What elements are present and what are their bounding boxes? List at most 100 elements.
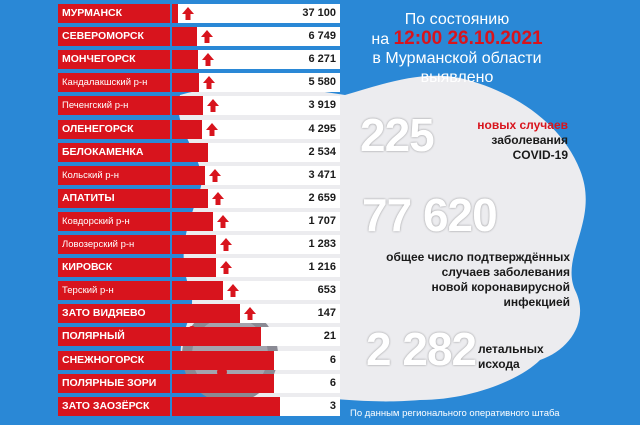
arrow-up-icon	[202, 53, 214, 67]
deaths-label-2: исхода	[478, 357, 520, 371]
district-row: Кандалакшский р-н 5 580	[58, 73, 340, 93]
district-value: 1 216	[308, 261, 336, 274]
arrow-up-icon	[220, 261, 232, 275]
total-cases-value: 77 620	[362, 189, 498, 241]
district-name: ЗАТО ЗАОЗЁРСК	[58, 396, 170, 416]
district-bar: 653	[172, 281, 340, 301]
district-name: МУРМАНСК	[58, 4, 170, 23]
district-row: ПОЛЯРНЫЕ ЗОРИ 6	[58, 373, 340, 393]
district-value: 21	[323, 330, 336, 343]
district-row: СНЕЖНОГОРСК 6	[58, 350, 340, 370]
district-bar: 21	[172, 327, 340, 347]
total-label-2: случаев заболевания	[441, 265, 570, 279]
district-value: 3 919	[308, 99, 336, 112]
district-name: ПОЛЯРНЫЙ	[58, 327, 170, 347]
district-name: КИРОВСК	[58, 258, 170, 278]
district-name: Ловозерский р-н	[58, 235, 170, 254]
district-row: МОНЧЕГОРСК 6 271	[58, 50, 340, 70]
district-bar: 4 295	[172, 119, 340, 139]
district-value: 1 283	[308, 238, 336, 250]
district-row: ЗАТО ВИДЯЕВО 147	[58, 304, 340, 324]
district-bar: 6 271	[172, 50, 340, 70]
district-bar: 6 749	[172, 27, 340, 47]
new-cases-label-2: заболевания	[491, 133, 568, 147]
arrow-up-icon	[217, 214, 229, 228]
district-bar: 1 283	[172, 235, 340, 254]
district-row: Печенгский р-н 3 919	[58, 96, 340, 116]
district-name: АПАТИТЫ	[58, 188, 170, 208]
district-bar: 6	[172, 350, 340, 370]
district-row: ОЛЕНЕГОРСК 4 295	[58, 119, 340, 139]
total-label-1: общее число подтверждённых	[386, 250, 570, 264]
deaths-value: 2 282	[366, 323, 477, 375]
district-name: СЕВЕРОМОРСК	[58, 27, 170, 47]
district-bar: 147	[172, 304, 340, 324]
district-bar: 2 534	[172, 142, 340, 162]
header-line4: выявлено	[420, 69, 494, 86]
district-row: Терский р-н 653	[58, 281, 340, 301]
arrow-up-icon	[203, 76, 215, 90]
new-cases-value: 225	[360, 109, 435, 161]
arrow-up-icon	[207, 99, 219, 113]
district-bar: 3 471	[172, 165, 340, 185]
header-datetime: 12:00 26.10.2021	[393, 28, 543, 49]
total-label-3: новой коронавирусной	[431, 280, 570, 294]
arrow-up-icon	[220, 238, 232, 251]
district-name: МОНЧЕГОРСК	[58, 50, 170, 70]
deaths-label-1: летальных	[478, 342, 544, 356]
arrow-up-icon	[212, 191, 224, 205]
district-value: 2 534	[308, 145, 336, 158]
district-value: 653	[317, 284, 336, 297]
district-name: Кольский р-н	[58, 165, 170, 185]
district-row: ПОЛЯРНЫЙ 21	[58, 327, 340, 347]
arrow-up-icon	[227, 284, 239, 298]
district-value: 2 659	[308, 191, 336, 204]
district-bar: 2 659	[172, 188, 340, 208]
district-row: СЕВЕРОМОРСК 6 749	[58, 27, 340, 47]
district-value: 3 471	[308, 168, 336, 181]
header-line1: По состоянию	[404, 11, 510, 28]
district-value: 6	[329, 376, 336, 389]
district-bar: 3 919	[172, 96, 340, 116]
header-line3: в Мурманской области	[372, 50, 542, 67]
district-row: АПАТИТЫ 2 659	[58, 188, 340, 208]
district-row: Кольский р-н 3 471	[58, 165, 340, 185]
district-row: Ловозерский р-н 1 283	[58, 235, 340, 254]
district-bar: 37 100	[172, 4, 340, 23]
district-row: МУРМАНСК 37 100	[58, 4, 340, 23]
district-row: ЗАТО ЗАОЗЁРСК 3	[58, 396, 340, 416]
district-name: ЗАТО ВИДЯЕВО	[58, 304, 170, 324]
district-bar: 1 707	[172, 211, 340, 231]
district-value: 5 580	[308, 76, 336, 89]
district-row: БЕЛОКАМЕНКА 2 534	[58, 142, 340, 162]
source-footnote: По данным регионального оперативного шта…	[350, 408, 560, 419]
district-bar: 3	[172, 396, 340, 416]
district-value: 6	[329, 353, 336, 366]
arrow-up-icon	[206, 122, 218, 136]
district-name: Терский р-н	[58, 281, 170, 301]
district-value: 6 271	[308, 53, 336, 66]
arrow-up-icon	[201, 30, 213, 44]
district-name: БЕЛОКАМЕНКА	[58, 142, 170, 162]
district-bar: 5 580	[172, 73, 340, 93]
district-value: 37 100	[302, 7, 336, 19]
district-value: 1 707	[308, 214, 336, 227]
district-bar: 1 216	[172, 258, 340, 278]
district-value: 6 749	[308, 30, 336, 43]
new-cases-label-3: COVID-19	[512, 148, 568, 162]
district-name: Ковдорский р-н	[58, 211, 170, 231]
district-name: Печенгский р-н	[58, 96, 170, 116]
district-row: КИРОВСК 1 216	[58, 258, 340, 278]
new-cases-label: новых случаев	[477, 118, 568, 132]
district-name: Кандалакшский р-н	[58, 73, 170, 93]
district-name: ПОЛЯРНЫЕ ЗОРИ	[58, 373, 170, 393]
district-value: 147	[317, 307, 336, 320]
header-line2: на 12:00 26.10.2021	[371, 28, 543, 49]
district-name: ОЛЕНЕГОРСК	[58, 119, 170, 139]
total-label-4: инфекцией	[503, 295, 570, 309]
district-value: 4 295	[308, 122, 336, 135]
arrow-up-icon	[182, 7, 194, 20]
arrow-up-icon	[209, 168, 221, 182]
status-header: По состоянию на 12:00 26.10.2021 в Мурма…	[342, 10, 572, 87]
district-row: Ковдорский р-н 1 707	[58, 211, 340, 231]
